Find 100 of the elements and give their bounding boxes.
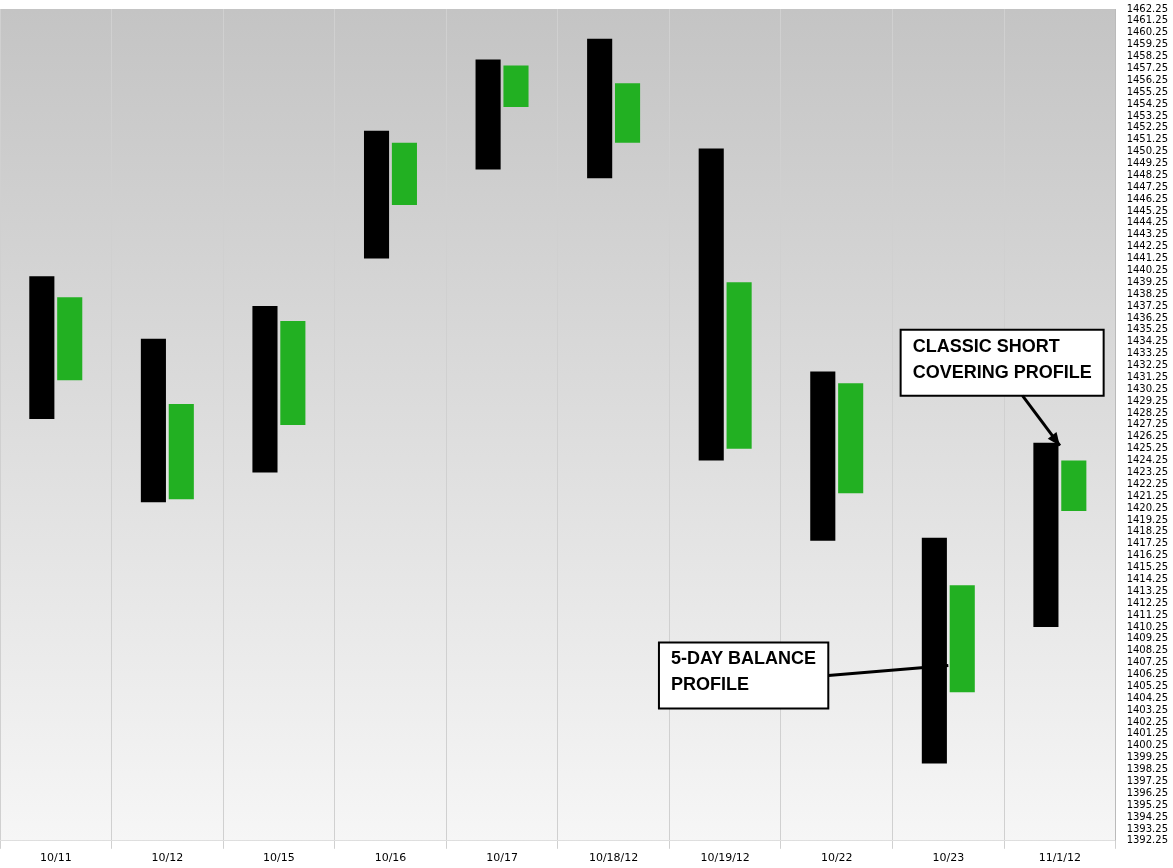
y-tick-label: 1413.25 xyxy=(1126,584,1169,596)
bar xyxy=(29,276,55,419)
y-tick-label: 1396.25 xyxy=(1126,786,1169,798)
y-tick-label: 1394.25 xyxy=(1126,810,1169,822)
x-tick-label: 10/22 xyxy=(820,851,853,865)
y-tick-label: 1461.25 xyxy=(1126,14,1169,26)
bar xyxy=(503,65,529,108)
y-tick-label: 1401.25 xyxy=(1126,727,1169,739)
y-tick-label: 1408.25 xyxy=(1126,644,1169,656)
annotation: CLASSIC SHORT COVERING PROFILE xyxy=(912,335,1092,382)
y-tick-label: 1439.25 xyxy=(1126,275,1169,287)
y-tick-label: 1430.25 xyxy=(1126,382,1169,394)
y-tick-label: 1451.25 xyxy=(1126,133,1169,145)
y-tick-label: 1392.25 xyxy=(1126,834,1169,846)
y-tick-label: 1415.25 xyxy=(1126,561,1169,573)
y-tick-label: 1411.25 xyxy=(1126,608,1169,620)
bar xyxy=(1061,460,1087,512)
y-tick-label: 1428.25 xyxy=(1126,406,1169,418)
y-tick-label: 1424.25 xyxy=(1126,454,1169,466)
y-tick-label: 1407.25 xyxy=(1126,656,1169,668)
y-tick-label: 1426.25 xyxy=(1126,430,1169,442)
y-tick-label: 1398.25 xyxy=(1126,763,1169,775)
bar xyxy=(140,338,166,503)
x-tick-label: 10/19/12 xyxy=(700,851,750,865)
x-tick-label: 10/16 xyxy=(374,851,407,865)
y-tick-label: 1453.25 xyxy=(1126,109,1169,121)
y-tick-label: 1456.25 xyxy=(1126,73,1169,85)
y-tick-label: 1446.25 xyxy=(1126,192,1169,204)
y-tick-label: 1400.25 xyxy=(1126,739,1169,751)
bar xyxy=(475,59,501,170)
y-tick-label: 1406.25 xyxy=(1126,668,1169,680)
x-tick-label: 10/18/12 xyxy=(588,851,639,865)
bar xyxy=(726,282,752,449)
y-tick-label: 1427.25 xyxy=(1126,418,1169,430)
y-tick-label: 1416.25 xyxy=(1126,549,1169,561)
y-tick-label: 1455.25 xyxy=(1126,85,1169,97)
bar xyxy=(168,404,194,500)
y-tick-label: 1437.25 xyxy=(1126,299,1169,311)
bar xyxy=(280,320,306,425)
annotation: 5-DAY BALANCE PROFILE xyxy=(670,648,816,695)
y-tick-label: 1457.25 xyxy=(1126,62,1169,74)
bar xyxy=(698,148,724,461)
y-tick-label: 1445.25 xyxy=(1126,204,1169,216)
y-tick-label: 1444.25 xyxy=(1126,216,1169,228)
y-tick-label: 1395.25 xyxy=(1126,798,1169,810)
y-tick-label: 1431.25 xyxy=(1126,370,1169,382)
y-tick-label: 1410.25 xyxy=(1126,620,1169,632)
bar xyxy=(949,585,975,693)
y-tick-label: 1393.25 xyxy=(1126,822,1169,834)
bar xyxy=(363,130,390,259)
y-tick-label: 1441.25 xyxy=(1126,252,1169,264)
y-tick-label: 1448.25 xyxy=(1126,168,1169,180)
y-tick-label: 1409.25 xyxy=(1126,632,1169,644)
y-tick-label: 1422.25 xyxy=(1126,477,1169,489)
y-tick-label: 1462.25 xyxy=(1126,2,1169,14)
bar xyxy=(810,371,836,541)
x-tick-label: 10/15 xyxy=(263,851,295,865)
y-tick-label: 1434.25 xyxy=(1126,335,1169,347)
y-tick-label: 1459.25 xyxy=(1126,38,1169,50)
y-tick-label: 1397.25 xyxy=(1126,774,1169,786)
y-tick-label: 1414.25 xyxy=(1126,572,1169,584)
y-tick-label: 1452.25 xyxy=(1126,121,1169,133)
y-tick-label: 1449.25 xyxy=(1126,157,1169,169)
y-tick-label: 1450.25 xyxy=(1126,145,1169,157)
x-tick-label: 10/17 xyxy=(486,851,518,865)
bar xyxy=(391,142,417,206)
y-tick-label: 1443.25 xyxy=(1126,228,1169,240)
y-tick-label: 1458.25 xyxy=(1126,50,1169,62)
x-tick-label: 11/1/12 xyxy=(1038,851,1082,865)
y-tick-label: 1425.25 xyxy=(1126,442,1169,454)
y-tick-label: 1404.25 xyxy=(1126,691,1169,703)
y-tick-label: 1438.25 xyxy=(1126,287,1169,299)
y-tick-label: 1405.25 xyxy=(1126,679,1169,691)
y-tick-label: 1412.25 xyxy=(1126,596,1169,608)
y-tick-label: 1417.25 xyxy=(1126,537,1169,549)
bar xyxy=(838,383,864,494)
x-tick-label: 10/23 xyxy=(932,851,965,865)
x-tick-label: 10/12 xyxy=(151,851,184,865)
y-tick-label: 1435.25 xyxy=(1126,323,1169,335)
bar xyxy=(587,38,613,179)
y-tick-label: 1442.25 xyxy=(1126,240,1169,252)
bar xyxy=(57,297,83,381)
y-tick-label: 1402.25 xyxy=(1126,715,1169,727)
y-tick-label: 1418.25 xyxy=(1126,525,1169,537)
y-tick-label: 1420.25 xyxy=(1126,501,1169,513)
y-tick-label: 1460.25 xyxy=(1126,26,1169,38)
y-tick-label: 1440.25 xyxy=(1126,264,1169,276)
y-tick-label: 1436.25 xyxy=(1126,311,1169,323)
y-tick-label: 1454.25 xyxy=(1126,97,1169,109)
y-tick-label: 1421.25 xyxy=(1126,489,1169,501)
y-tick-label: 1447.25 xyxy=(1126,180,1169,192)
y-tick-label: 1433.25 xyxy=(1126,347,1169,359)
y-tick-label: 1419.25 xyxy=(1126,513,1169,525)
bar xyxy=(252,306,278,473)
y-tick-label: 1432.25 xyxy=(1126,359,1169,371)
y-tick-label: 1429.25 xyxy=(1126,394,1169,406)
y-tick-label: 1399.25 xyxy=(1126,751,1169,763)
y-tick-label: 1423.25 xyxy=(1126,466,1169,478)
y-tick-label: 1403.25 xyxy=(1126,703,1169,715)
x-tick-label: 10/11 xyxy=(39,851,72,865)
